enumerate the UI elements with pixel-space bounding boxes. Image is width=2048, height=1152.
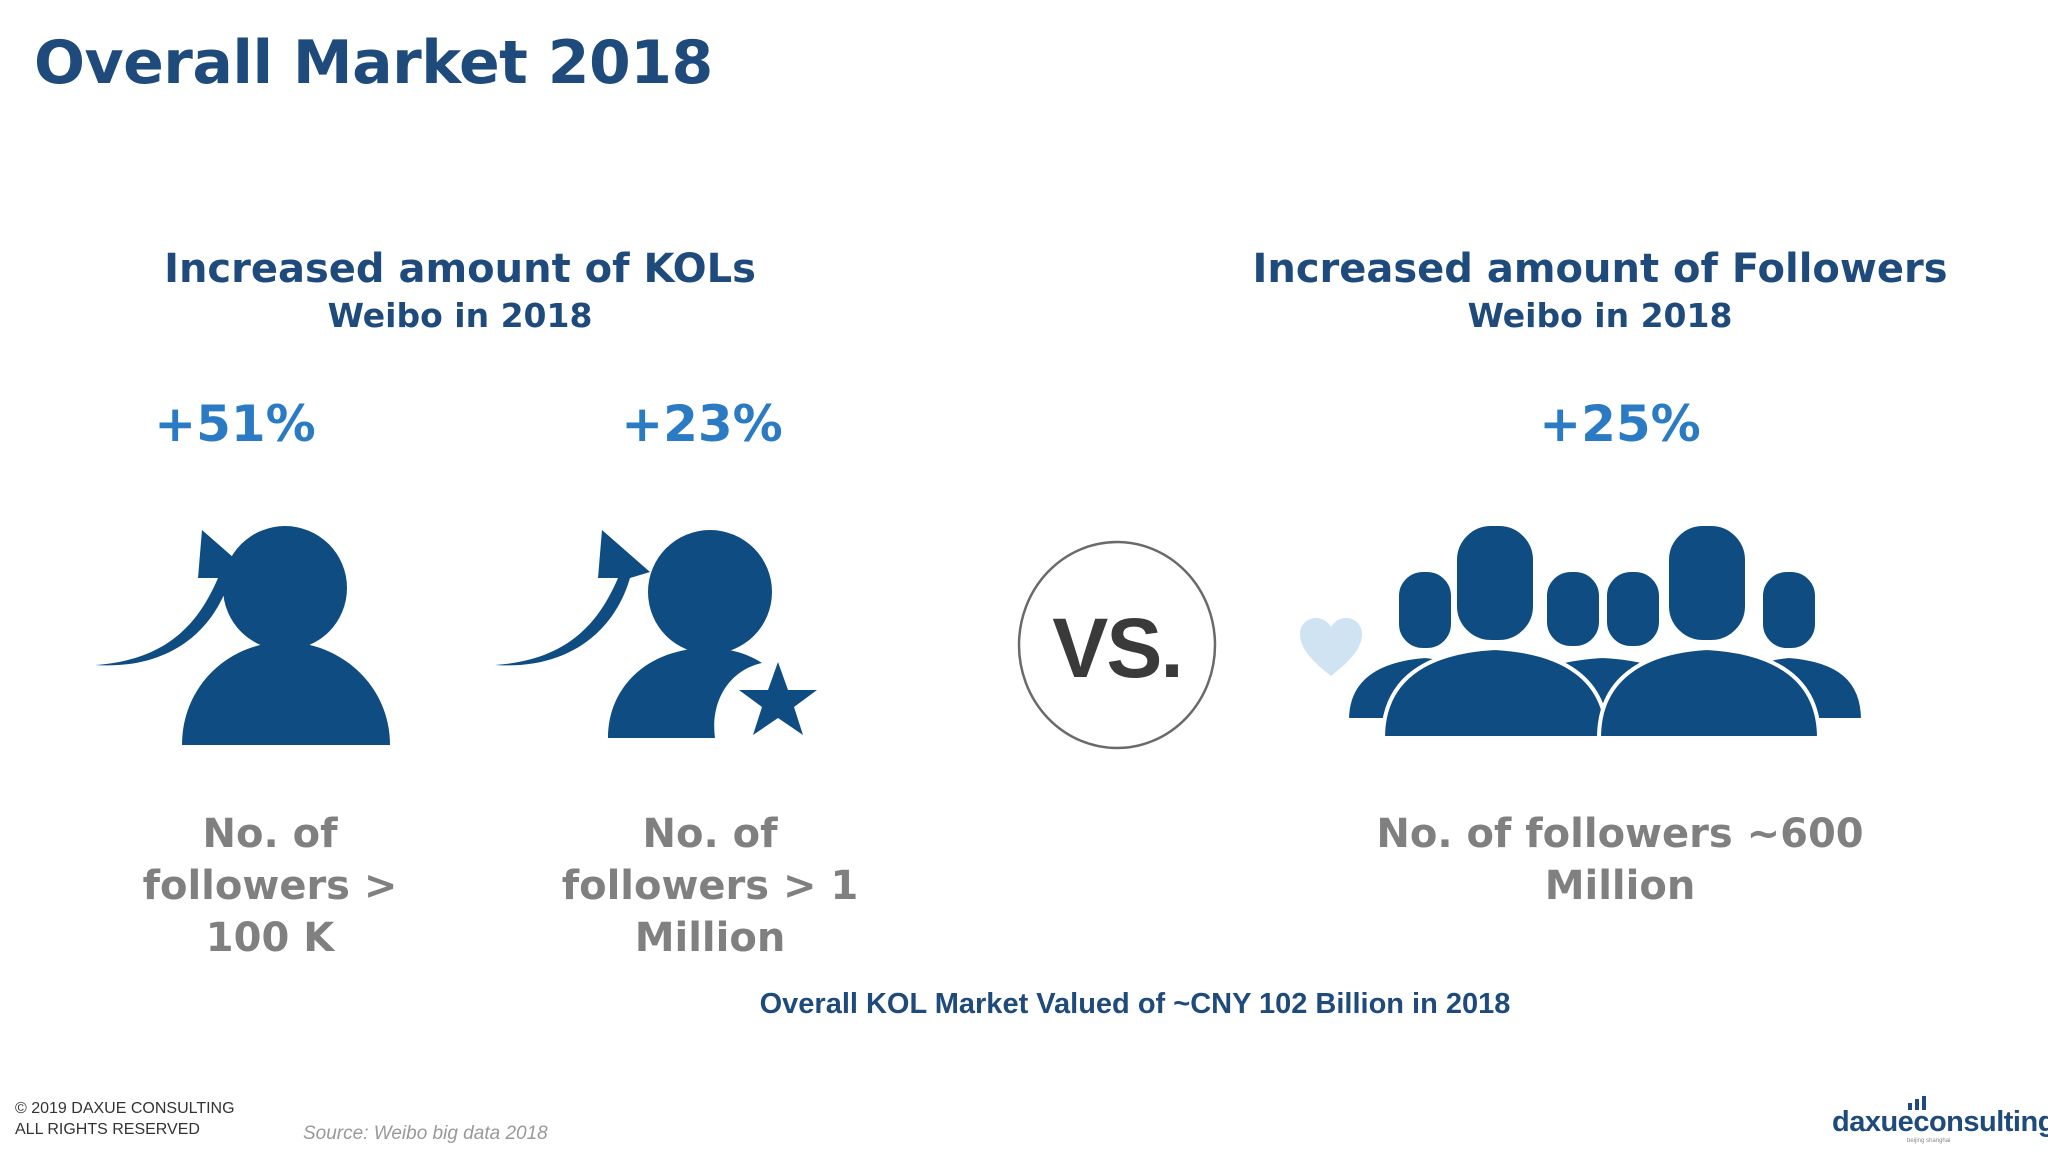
desc-line: Million <box>1544 863 1696 909</box>
copyright-line: ALL RIGHTS RESERVED <box>15 1121 200 1138</box>
kol-section-subheading: Weibo in 2018 <box>327 296 593 335</box>
versus-label: VS. <box>1052 601 1183 695</box>
logo-subtext: beijing shanghai <box>1907 1138 1951 1144</box>
kol-1m-percent: +23% <box>621 395 783 453</box>
desc-line: 100 K <box>205 915 335 961</box>
market-summary: Overall KOL Market Valued of ~CNY 102 Bi… <box>759 988 1511 1020</box>
source-note: Source: Weibo big data 2018 <box>303 1123 548 1144</box>
desc-line: No. of <box>202 811 338 857</box>
person-growth-icon <box>95 526 390 745</box>
kol-section-heading: Increased amount of KOLs <box>164 246 756 292</box>
followers-percent: +25% <box>1539 395 1701 453</box>
logo-text: daxueconsulting <box>1832 1106 2048 1138</box>
copyright-line: © 2019 DAXUE CONSULTING <box>15 1100 235 1117</box>
followers-section-heading: Increased amount of Followers <box>1252 246 1948 292</box>
desc-line: followers > <box>142 863 398 909</box>
desc-line: No. of <box>642 811 778 857</box>
versus-circle <box>1017 540 1217 750</box>
kol-100k-description: No. of followers > 100 K <box>110 808 430 964</box>
followers-section-subheading: Weibo in 2018 <box>1467 296 1733 335</box>
crowd-icon <box>1345 522 1865 740</box>
heart-icon <box>1300 618 1362 676</box>
desc-line: No. of followers ~600 <box>1376 811 1864 857</box>
star-person-growth-icon <box>495 530 817 738</box>
bars-icon <box>1908 1096 1926 1110</box>
kol-1m-description: No. of followers > 1 Million <box>545 808 875 964</box>
kol-100k-percent: +51% <box>154 395 316 453</box>
page-title: Overall Market 2018 <box>34 28 713 98</box>
copyright: © 2019 DAXUE CONSULTING ALL RIGHTS RESER… <box>15 1098 235 1140</box>
followers-description: No. of followers ~600 Million <box>1340 808 1900 912</box>
desc-line: followers > 1 <box>561 863 859 909</box>
daxue-logo: daxueconsulting beijing shanghai <box>1832 1096 2048 1146</box>
desc-line: Million <box>634 915 786 961</box>
